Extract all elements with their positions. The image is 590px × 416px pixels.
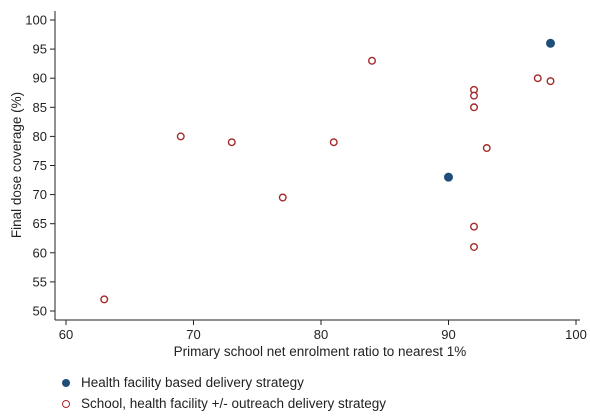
x-axis-title: Primary school net enrolment ratio to ne…	[174, 344, 467, 359]
data-point-school-outreach	[470, 103, 479, 112]
data-point-school-outreach	[176, 132, 185, 141]
data-point-school-outreach	[100, 295, 109, 304]
y-tick-label: 60	[33, 245, 47, 260]
y-tick-label: 80	[33, 129, 47, 144]
y-tick-label: 70	[33, 187, 47, 202]
x-tick-label: 90	[441, 327, 455, 342]
y-tick-label: 95	[33, 42, 47, 57]
data-point-health-facility	[546, 38, 555, 48]
x-tick-label: 70	[186, 327, 200, 342]
y-axis-title: Final dose coverage (%)	[9, 92, 24, 238]
x-tick-label: 80	[314, 327, 328, 342]
data-point-school-outreach	[470, 242, 479, 251]
y-tick-label: 75	[33, 158, 47, 173]
data-point-school-outreach	[368, 56, 377, 65]
plot-area: 50 55 60 65 70 75 80 85 90 95 100 60 70 80 90 100	[25, 11, 587, 342]
x-tick-label: 100	[565, 327, 587, 342]
y-tick-label: 50	[33, 304, 47, 319]
data-point-school-outreach	[470, 222, 479, 231]
data-point-school-outreach	[533, 74, 542, 83]
y-tick-label: 55	[33, 274, 47, 289]
data-point-health-facility	[444, 172, 453, 182]
data-point-school-outreach	[470, 91, 479, 100]
x-tick-label: 60	[59, 327, 73, 342]
y-tick-label: 90	[33, 71, 47, 86]
y-tick-label: 65	[33, 216, 47, 231]
data-point-school-outreach	[546, 77, 555, 86]
y-tick-label: 100	[25, 13, 47, 28]
data-point-school-outreach	[278, 193, 287, 202]
data-point-school-outreach	[482, 144, 491, 153]
y-tick-label: 85	[33, 100, 47, 115]
data-point-school-outreach	[227, 138, 236, 147]
data-point-school-outreach	[329, 138, 338, 147]
